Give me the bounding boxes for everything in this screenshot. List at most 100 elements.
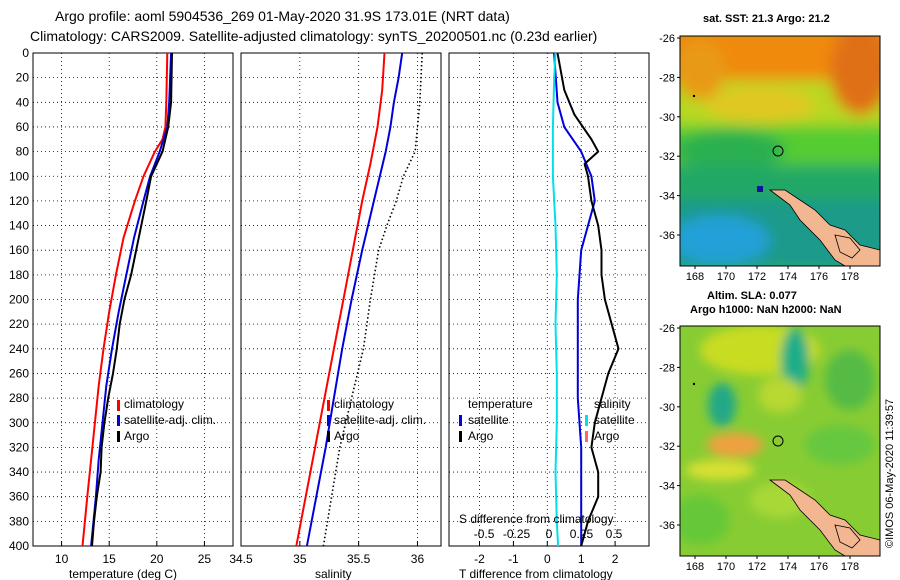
lon-tick-label: 172 xyxy=(748,271,766,283)
x-tick-label: 35 xyxy=(293,552,307,566)
sla-map-title-line2: Argo h1000: NaN h2000: NaN xyxy=(690,304,842,316)
figure-title-line1: Argo profile: aoml 5904536_269 01-May-20… xyxy=(55,8,510,24)
legend-swatch-t-argo xyxy=(459,431,462,442)
x-tick-label: -1 xyxy=(508,552,519,566)
sla-map-title-line1: Altim. SLA: 0.077 xyxy=(707,290,797,302)
lon-tick-label: 174 xyxy=(779,271,797,283)
legend-label-climatology: climatology xyxy=(334,397,394,411)
series-line-climatology xyxy=(81,52,169,547)
lat-tick-label: -28 xyxy=(659,72,675,84)
temperature-profile-panel: 10 15 20 25 0 20 40 60 80 100 120 140 160 180 200 220 24… xyxy=(9,46,234,566)
sla-map-frame xyxy=(679,325,881,557)
difference-profile-panel: -2 -1 0 1 2-0.5 -0.25 0 0.25 0.5 xyxy=(448,52,650,566)
imos-credit: ©IMOS 06-May-2020 11:39:57 xyxy=(884,399,896,548)
x-tick-label: 10 xyxy=(55,552,69,566)
sst-map-title: sat. SST: 21.3 Argo: 21.2 xyxy=(703,13,830,25)
sla-field xyxy=(680,326,875,545)
salinity-xlabel: salinity xyxy=(315,567,352,580)
figure-title-line2: Climatology: CARS2009. Satellite-adjuste… xyxy=(30,28,597,44)
top-x-tick-label: -0.25 xyxy=(503,527,531,541)
x-tick-label: 25 xyxy=(198,552,212,566)
lon-tick-label: 170 xyxy=(717,271,735,283)
legend-swatch-t-satellite xyxy=(459,415,462,426)
y-tick-label: 200 xyxy=(9,293,29,307)
lon-tick-label: 174 xyxy=(779,561,797,573)
legend-label-t-argo: Argo xyxy=(468,429,494,443)
lat-tick-label: -30 xyxy=(659,112,675,124)
legend-label-t-satellite: satellite xyxy=(468,413,509,427)
legend-title-salinity: salinity xyxy=(594,397,631,411)
y-tick-label: 80 xyxy=(16,145,30,159)
temperature-xlabel: temperature (deg C) xyxy=(69,567,177,580)
lat-tick-label: -26 xyxy=(659,323,675,335)
lat-tick-label: -36 xyxy=(659,520,675,532)
salinity-legend: climatology satellite-adj. clim. Argo xyxy=(327,397,426,443)
legend-swatch-satellite xyxy=(327,415,330,426)
sla-map-ticks: 168 170 172 174 176 178 -26 -28 -30 -32 -34 -36 xyxy=(659,323,859,573)
sla-map xyxy=(680,326,880,556)
float-track-marker xyxy=(757,186,763,192)
series-line-t-satellite xyxy=(553,52,596,546)
y-tick-label: 300 xyxy=(9,416,29,430)
lon-tick-label: 176 xyxy=(810,561,828,573)
x-tick-label: 20 xyxy=(150,552,164,566)
sst-field xyxy=(680,36,880,266)
legend-swatch-climatology xyxy=(117,400,120,411)
y-tick-label: 220 xyxy=(9,317,29,331)
series-line-s-satellite xyxy=(551,52,560,547)
series-line-satellite-adj-clim- xyxy=(305,52,404,547)
argo-position-marker xyxy=(772,145,784,157)
x-tick-label: 34.5 xyxy=(229,552,253,566)
x-tick-label: -2 xyxy=(474,552,485,566)
top-x-tick-label: 0 xyxy=(546,527,553,541)
legend-title-temperature: temperature xyxy=(468,397,533,411)
y-tick-label: 160 xyxy=(9,243,29,257)
sst-map-frame xyxy=(679,35,881,267)
legend-swatch-climatology xyxy=(327,400,330,411)
x-tick-label: 36 xyxy=(411,552,425,566)
argo-position-marker xyxy=(772,435,784,447)
legend-swatch-argo xyxy=(117,431,120,442)
lat-tick-label: -34 xyxy=(659,481,675,493)
difference-top-xlabel: S difference from climatology xyxy=(459,512,614,526)
y-tick-label: 100 xyxy=(9,169,29,183)
y-tick-label: 40 xyxy=(16,95,30,109)
temperature-legend: climatology satellite-adj. clim. Argo xyxy=(117,397,216,443)
y-tick-label: 260 xyxy=(9,366,29,380)
y-tick-label: 380 xyxy=(9,514,29,528)
y-tick-label: 180 xyxy=(9,268,29,282)
legend-swatch-argo xyxy=(327,431,330,442)
x-tick-label: 1 xyxy=(578,552,585,566)
sst-map xyxy=(680,36,880,266)
series-line-t-argo xyxy=(556,52,620,547)
lon-tick-label: 168 xyxy=(686,561,704,573)
top-x-tick-label: 0.5 xyxy=(606,527,623,541)
island-dot xyxy=(692,382,696,386)
y-tick-label: 320 xyxy=(9,440,29,454)
lat-tick-label: -30 xyxy=(659,402,675,414)
x-tick-label: 2 xyxy=(612,552,619,566)
lon-tick-label: 176 xyxy=(810,271,828,283)
legend-label-climatology: climatology xyxy=(124,397,184,411)
y-tick-label: 20 xyxy=(16,71,30,85)
y-tick-label: 400 xyxy=(9,539,29,553)
land-coromandel xyxy=(834,234,861,259)
lat-tick-label: -36 xyxy=(659,230,675,242)
y-tick-label: 280 xyxy=(9,391,29,405)
y-tick-label: 140 xyxy=(9,219,29,233)
legend-swatch-satellite xyxy=(117,415,120,426)
lon-tick-label: 178 xyxy=(841,271,859,283)
difference-xlabel: T difference from climatology xyxy=(459,567,613,580)
x-tick-label: 15 xyxy=(103,552,117,566)
lat-tick-label: -32 xyxy=(659,441,675,453)
series-line-climatology xyxy=(295,52,386,547)
lat-tick-label: -26 xyxy=(659,33,675,45)
legend-label-s-argo: Argo xyxy=(594,429,620,443)
lon-tick-label: 178 xyxy=(841,561,859,573)
y-tick-label: 120 xyxy=(9,194,29,208)
legend-label-argo: Argo xyxy=(334,429,360,443)
x-tick-label: 35.5 xyxy=(347,552,371,566)
x-tick-label: 0 xyxy=(544,552,551,566)
y-tick-label: 360 xyxy=(9,490,29,504)
